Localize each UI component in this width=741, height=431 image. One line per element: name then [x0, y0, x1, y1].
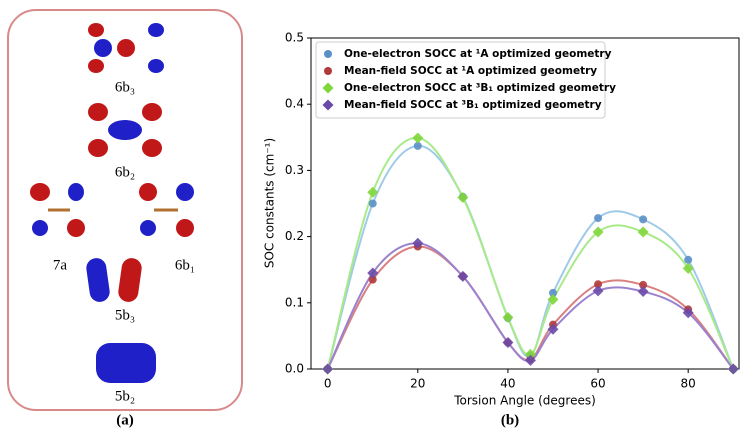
marker: [457, 270, 469, 282]
x-tick-label: 0: [324, 377, 332, 391]
orbital-6b3: [88, 23, 164, 73]
x-axis-title: Torsion Angle (degrees): [453, 394, 596, 408]
marker: [639, 280, 648, 289]
marker: [682, 262, 694, 274]
marker: [592, 285, 604, 297]
marker: [524, 354, 536, 366]
marker: [684, 255, 693, 264]
marker: [592, 226, 604, 238]
marker: [412, 237, 424, 249]
marker: [413, 141, 422, 150]
marker: [324, 50, 332, 58]
legend-label: One-electron SOCC at ³B₁ optimized geome…: [344, 82, 616, 94]
marker: [547, 323, 559, 335]
series-line: [326, 144, 735, 370]
orbital-label: 6b₁: [175, 257, 195, 273]
marker: [524, 348, 536, 360]
marker: [502, 311, 514, 323]
orbital-7a: [30, 183, 85, 237]
orbital-5b2: [96, 343, 156, 383]
marker: [412, 132, 424, 144]
legend-label: Mean-field SOCC at ¹A optimized geometry: [344, 65, 597, 77]
panel-caption: (a): [116, 412, 134, 428]
legend-label: Mean-field SOCC at ³B₁ optimized geometr…: [344, 99, 602, 111]
marker: [637, 226, 649, 238]
y-axis-title: SOC constants (cm⁻¹): [263, 138, 277, 268]
marker: [367, 186, 379, 198]
panel-caption: (b): [501, 412, 519, 428]
marker: [322, 99, 334, 111]
legend-label: One-electron SOCC at ¹A optimized geomet…: [344, 48, 612, 60]
marker: [594, 280, 603, 289]
marker: [594, 214, 603, 223]
orbital-6b1: [139, 183, 194, 237]
y-tick-label: 0.1: [285, 295, 304, 309]
series-line: [326, 136, 735, 370]
x-tick-label: 60: [590, 377, 605, 391]
marker: [547, 293, 559, 305]
y-tick-label: 0.4: [285, 97, 304, 111]
y-tick-label: 0.5: [285, 31, 304, 45]
legend-box: [315, 41, 606, 119]
y-tick-label: 0.2: [285, 229, 304, 243]
marker: [502, 337, 514, 349]
marker: [639, 215, 648, 224]
orbital-5b3: [86, 258, 142, 302]
y-tick-label: 0.3: [285, 163, 304, 177]
marker: [682, 307, 694, 319]
x-tick-label: 20: [410, 377, 425, 391]
marker: [637, 286, 649, 298]
marker: [548, 288, 557, 297]
panel-a: 6b₃ 6b₂ 7a 6b₁ 5b₃ 5b₂ (a): [7, 9, 243, 428]
marker: [324, 67, 332, 75]
orbital-label: 5b₂: [115, 388, 135, 404]
marker: [322, 363, 334, 375]
x-tick-label: 80: [681, 377, 696, 391]
marker: [367, 267, 379, 279]
orbital-label: 6b₃: [115, 79, 135, 95]
marker: [322, 82, 334, 94]
panel-frame: [7, 9, 243, 411]
orbital-label: 6b₂: [115, 164, 135, 180]
orbital-label: 7a: [53, 257, 68, 273]
x-tick-label: 40: [500, 377, 515, 391]
plot-frame: [310, 37, 740, 370]
legend: One-electron SOCC at ¹A optimized geomet…: [315, 41, 616, 119]
marker: [727, 363, 739, 375]
y-tick-label: 0.0: [285, 362, 304, 376]
orbital-6b2: [88, 103, 162, 157]
marker: [368, 199, 377, 208]
orbital-label: 5b₃: [115, 307, 135, 323]
chart: (b) Torsion Angle (degrees) SOC constant…: [263, 31, 740, 428]
marker: [368, 275, 377, 284]
marker: [457, 192, 469, 204]
